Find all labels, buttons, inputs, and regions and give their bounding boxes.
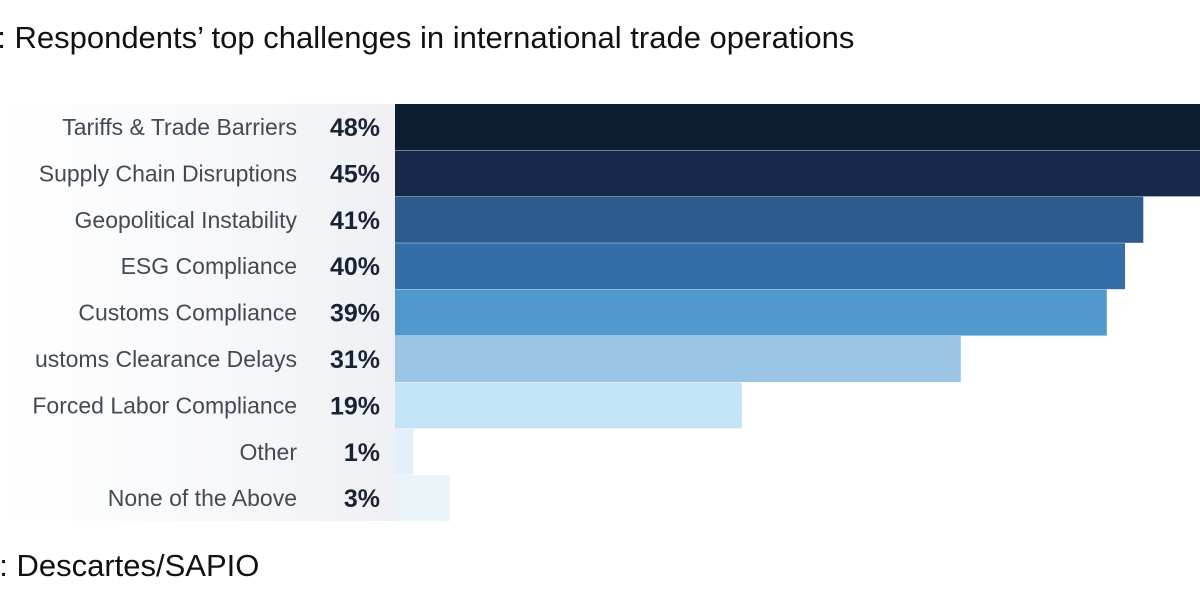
category-label: Geopolitical Instability <box>75 207 298 233</box>
bar-none-of-the-above <box>395 475 450 522</box>
category-label: Supply Chain Disruptions <box>39 160 297 186</box>
value-label: 1% <box>344 439 380 467</box>
bar-ustoms-clearance-delays <box>395 336 961 382</box>
bar-customs-compliance <box>395 289 1107 336</box>
category-label: ustoms Clearance Delays <box>35 346 297 372</box>
category-label: Other <box>239 439 297 465</box>
category-label: ESG Compliance <box>121 253 297 279</box>
chart-title: 1: Respondents’ top challenges in intern… <box>0 20 855 55</box>
category-label: Tariffs & Trade Barriers <box>62 114 297 140</box>
value-label: 31% <box>330 346 380 374</box>
value-label: 3% <box>344 485 380 513</box>
bar-forced-labor-compliance <box>395 382 742 429</box>
bar-tariffs-trade-barriers <box>395 104 1200 150</box>
value-label: 39% <box>330 300 380 328</box>
label-panel-background <box>0 104 395 521</box>
bar-supply-chain-disruptions <box>395 150 1200 197</box>
value-label: 40% <box>330 253 380 281</box>
category-label: Forced Labor Compliance <box>32 392 297 418</box>
value-label: 48% <box>330 114 380 142</box>
bar-esg-compliance <box>395 243 1125 290</box>
bar-other <box>395 428 414 475</box>
value-label: 45% <box>330 160 380 188</box>
category-label: None of the Above <box>108 485 297 511</box>
category-label: Customs Compliance <box>78 300 297 326</box>
value-label: 41% <box>330 207 380 235</box>
value-label: 19% <box>330 392 380 420</box>
source-note: e: Descartes/SAPIO <box>0 548 260 583</box>
bar-geopolitical-instability <box>395 196 1144 243</box>
